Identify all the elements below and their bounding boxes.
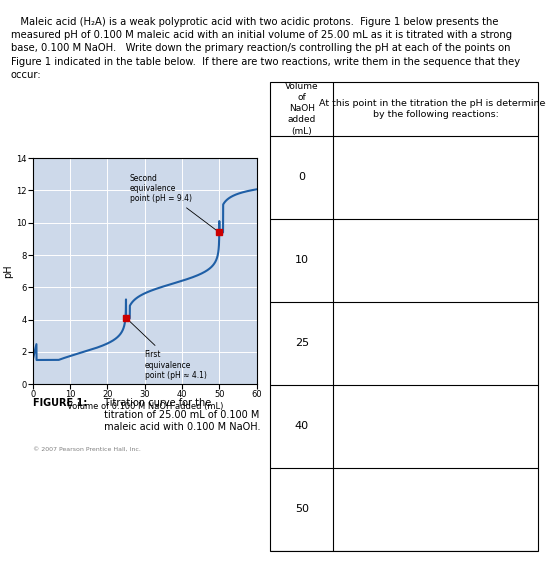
Text: FIGURE 1:: FIGURE 1: (33, 398, 87, 408)
Text: Maleic acid (H₂A) is a weak polyprotic acid with two acidic protons.  Figure 1 b: Maleic acid (H₂A) is a weak polyprotic a… (11, 17, 520, 80)
Text: First
equivalence
point (pH ≈ 4.1): First equivalence point (pH ≈ 4.1) (128, 320, 206, 380)
Text: © 2007 Pearson Prentice Hall, Inc.: © 2007 Pearson Prentice Hall, Inc. (33, 446, 141, 451)
Text: 25: 25 (295, 338, 309, 349)
X-axis label: Volume of 0.100 M NaOH added (mL): Volume of 0.100 M NaOH added (mL) (67, 402, 223, 411)
Text: 0: 0 (298, 172, 305, 182)
Text: 10: 10 (295, 255, 308, 266)
Y-axis label: pH: pH (3, 264, 13, 278)
Text: Titration curve for the
 titration of 25.00 mL of 0.100 M
 maleic acid with 0.10: Titration curve for the titration of 25.… (101, 398, 260, 432)
Text: 50: 50 (295, 505, 308, 514)
Text: Second
equivalence
point (pH = 9.4): Second equivalence point (pH = 9.4) (130, 173, 217, 231)
Text: Volume
of
NaOH
added
(mL): Volume of NaOH added (mL) (285, 82, 318, 136)
Text: 40: 40 (295, 421, 309, 431)
Text: At this point in the titration the pH is determined
by the following reactions:: At this point in the titration the pH is… (319, 99, 546, 119)
